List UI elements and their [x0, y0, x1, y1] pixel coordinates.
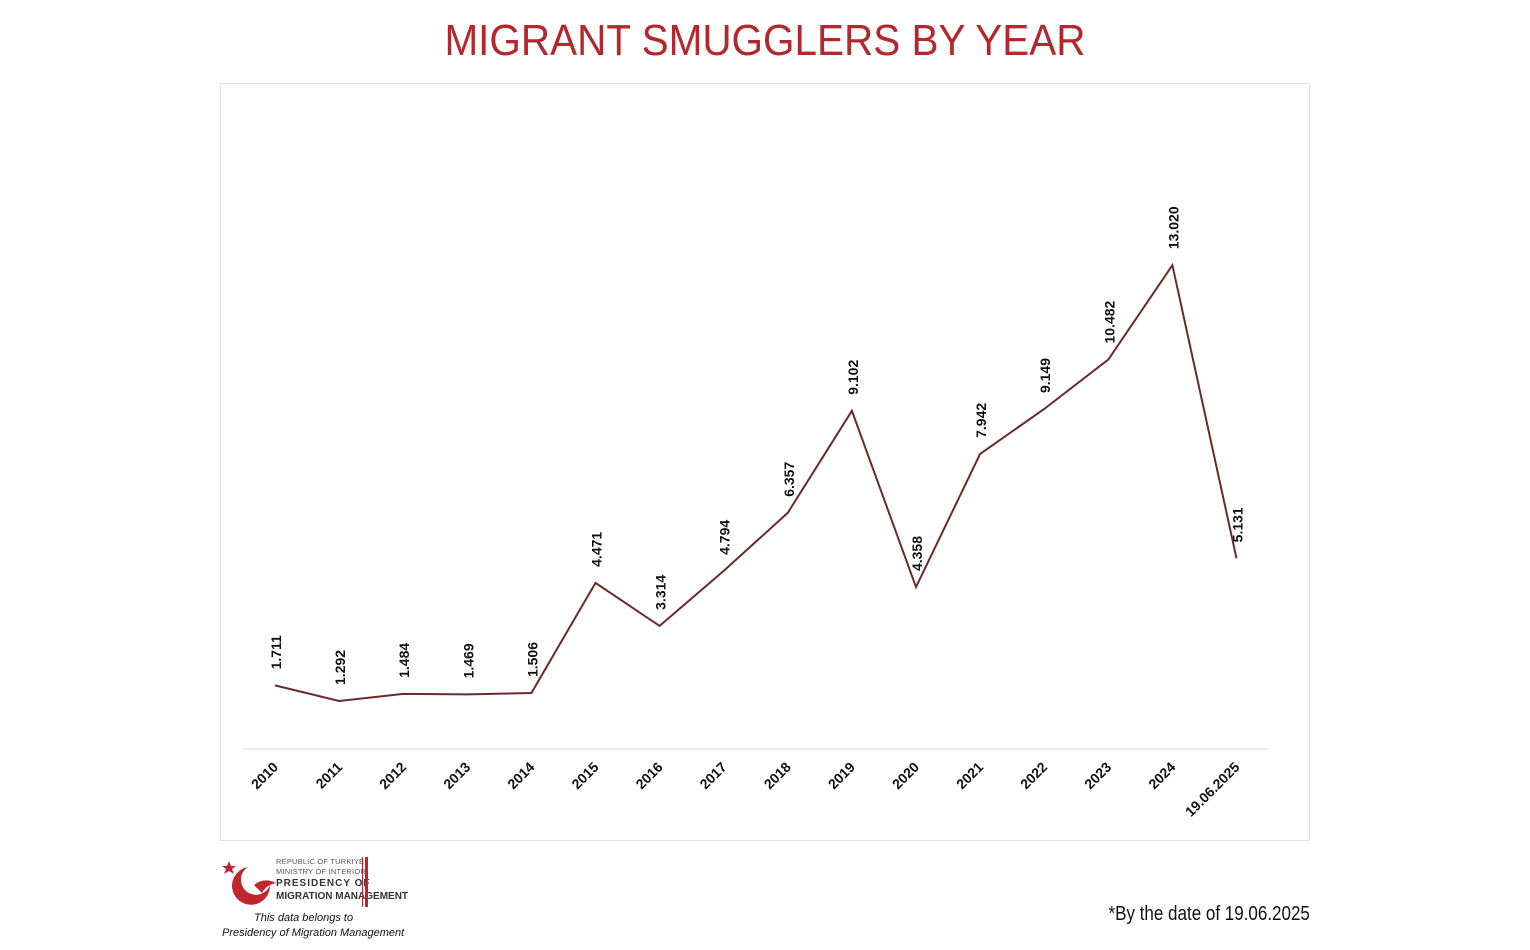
x-tick-label: 2011: [312, 759, 345, 792]
series-line: [274, 262, 1238, 703]
data-label: 6.357: [781, 462, 797, 497]
data-label: 1.484: [396, 643, 412, 678]
logo-divider-bold: [365, 857, 368, 907]
data-label: 3.314: [653, 575, 669, 610]
chart-area: 1.711 1.292 1.484 1.469 1.506 4.471 3.314 4.794…: [220, 83, 1310, 841]
data-source-note-1: This data belongs to: [254, 912, 354, 924]
data-label: 1.711: [268, 635, 284, 669]
chart-title: MIGRANT SMUGGLERS BY YEAR: [444, 16, 1086, 65]
x-tick-label: 2013: [440, 759, 473, 792]
data-label: 1.469: [460, 643, 476, 678]
data-label: 4.471: [589, 532, 605, 567]
data-label: 10.482: [1101, 300, 1117, 343]
data-source-note-2: Presidency of Migration Management: [222, 927, 405, 939]
x-tick-label: 2014: [504, 759, 537, 792]
line-chart: 1.711 1.292 1.484 1.469 1.506 4.471 3.314 4.794…: [242, 206, 1269, 820]
x-tick-label: 2012: [376, 759, 409, 792]
data-label: 9.149: [1037, 358, 1053, 393]
data-label: 1.292: [332, 650, 348, 685]
data-label: 1.506: [524, 642, 540, 677]
x-tick-label: 2010: [248, 759, 281, 792]
x-tick-label: 19.06.2025: [1182, 759, 1243, 820]
x-tick-label: 2016: [632, 759, 665, 792]
x-tick-label: 2022: [1017, 759, 1050, 792]
x-tick-label: 2015: [568, 759, 601, 792]
crescent-star-icon: [222, 861, 276, 905]
footnote: *By the date of 19.06.2025: [1108, 903, 1310, 925]
data-label: 7.942: [973, 403, 989, 438]
x-tick-label: 2018: [761, 759, 794, 792]
logo-line-migration: MIGRATION MANAGEMENT: [276, 891, 409, 902]
x-tick-label: 2019: [825, 759, 858, 792]
x-tick-label: 2017: [696, 759, 729, 792]
logo-line-presidency: PRESIDENCY OF: [276, 878, 371, 889]
x-tick-label: 2023: [1081, 759, 1114, 792]
x-tick-label: 2024: [1145, 759, 1178, 792]
data-label: 5.131: [1230, 507, 1246, 542]
logo-divider: [362, 857, 363, 907]
data-label: 4.794: [717, 520, 733, 555]
data-label: 13.020: [1165, 206, 1181, 249]
logo-line-republic: REPUBLIC OF TÜRKIYE: [276, 857, 365, 866]
x-tick-label: 2020: [889, 759, 922, 792]
logo-line-ministry: MINISTRY OF INTERIOR: [276, 867, 366, 876]
ministry-logo: [218, 855, 378, 945]
data-label: 4.358: [909, 536, 925, 571]
x-tick-label: 2021: [953, 759, 986, 792]
data-label: 9.102: [845, 360, 861, 395]
